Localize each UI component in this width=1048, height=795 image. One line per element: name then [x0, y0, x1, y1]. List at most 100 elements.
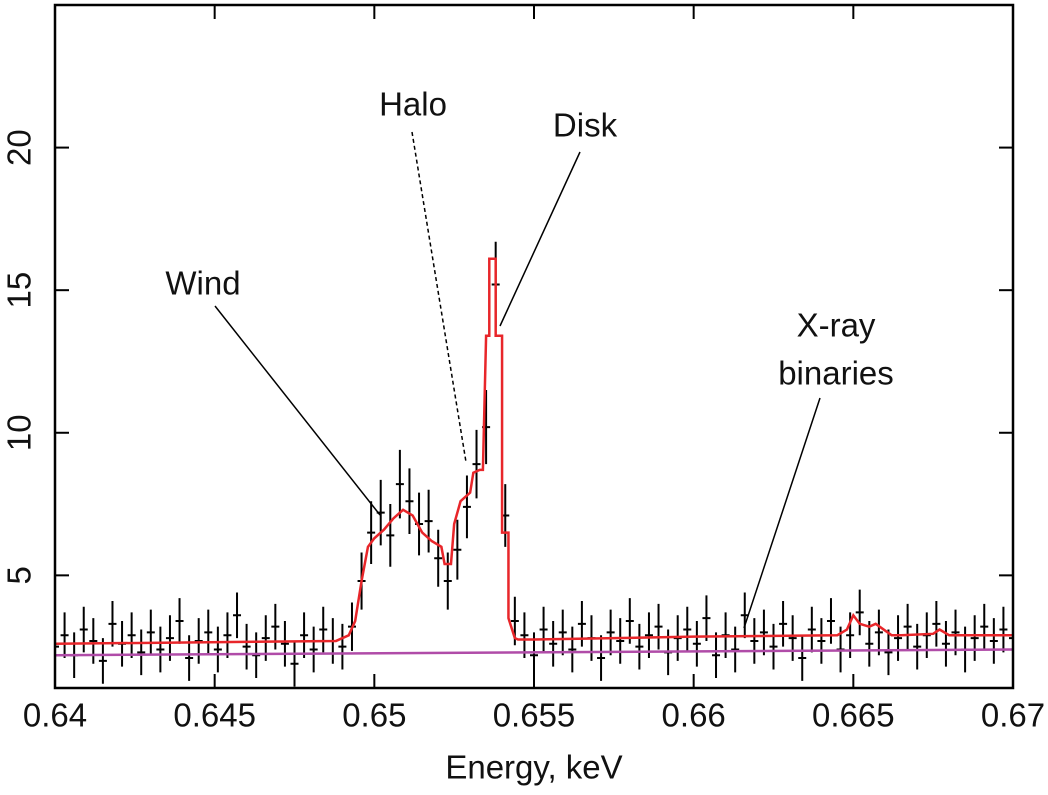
data-point — [204, 609, 213, 656]
data-point — [194, 618, 203, 664]
data-point — [702, 595, 711, 641]
data-point — [750, 618, 759, 664]
data-point — [798, 635, 807, 681]
data-point — [137, 629, 146, 676]
annotation-leader — [411, 131, 467, 463]
x-tick-label: 0.655 — [493, 697, 576, 734]
data-point — [213, 626, 222, 673]
data-point — [386, 504, 395, 567]
data-point — [453, 519, 462, 580]
data-point — [855, 589, 864, 636]
data-point — [712, 632, 721, 679]
data-point — [980, 603, 989, 650]
data-point — [156, 626, 165, 673]
data-point — [520, 612, 529, 659]
data-point — [434, 529, 443, 587]
data-point — [884, 629, 893, 676]
annotation-leader — [743, 397, 821, 629]
data-point — [233, 592, 242, 639]
x-tick-label: 0.66 — [662, 697, 726, 734]
data-point — [55, 623, 59, 670]
annotation: Wind — [165, 265, 240, 302]
y-tick-label: 5 — [1, 566, 38, 584]
data-point — [472, 429, 481, 499]
model-line — [55, 257, 1013, 646]
data-point — [616, 618, 625, 664]
data-point — [558, 609, 567, 656]
data-point — [894, 615, 903, 661]
data-point — [826, 598, 835, 644]
data-point — [338, 623, 347, 670]
data-point — [1009, 615, 1013, 661]
data-point — [568, 626, 577, 673]
annotation: Disk — [553, 107, 618, 144]
data-point — [319, 606, 328, 653]
x-tick-label: 0.64 — [23, 697, 87, 734]
data-point — [817, 618, 826, 664]
data-point — [127, 612, 136, 659]
x-tick-label: 0.67 — [981, 697, 1045, 734]
data-point — [146, 609, 155, 656]
data-point — [300, 612, 309, 659]
data-point — [913, 623, 922, 670]
data-point — [309, 626, 318, 673]
data-point — [60, 612, 69, 659]
x-tick-label: 0.65 — [342, 697, 406, 734]
data-point — [242, 623, 251, 670]
y-tick-label: 15 — [1, 272, 38, 309]
data-point — [731, 626, 740, 673]
data-point — [932, 601, 941, 647]
x-tick-label: 0.645 — [173, 697, 256, 734]
annotation-leader — [499, 151, 581, 327]
data-point — [290, 640, 299, 687]
data-point — [98, 638, 107, 684]
data-point — [443, 552, 452, 610]
data-point — [951, 609, 960, 656]
data-point — [865, 620, 874, 667]
annotation: binaries — [778, 355, 894, 392]
data-point — [683, 606, 692, 653]
data-point — [692, 620, 701, 667]
model-line — [55, 648, 1013, 657]
data-point — [367, 501, 376, 564]
plot-frame — [53, 3, 1015, 690]
data-point — [223, 612, 232, 659]
data-point — [989, 618, 998, 664]
data-point — [970, 615, 979, 661]
data-point — [874, 609, 883, 656]
data-point — [654, 603, 663, 650]
data-point — [903, 603, 912, 650]
data-point — [941, 620, 950, 667]
data-point — [635, 623, 644, 670]
x-axis-label: Energy, keV — [445, 749, 622, 786]
y-tick-label: 20 — [1, 129, 38, 166]
data-point — [79, 606, 88, 653]
data-point — [108, 601, 117, 647]
data-point — [779, 601, 788, 647]
data-point — [625, 598, 634, 644]
data-point — [462, 475, 471, 539]
plot-area — [55, 241, 1013, 687]
annotation-leader — [214, 305, 381, 516]
data-point — [788, 615, 797, 661]
data-point — [999, 606, 1008, 653]
data-point — [769, 623, 778, 670]
x-tick-label: 0.665 — [812, 697, 895, 734]
data-point — [89, 618, 98, 664]
data-point — [395, 449, 404, 519]
data-point — [280, 620, 289, 667]
data-point — [549, 620, 558, 667]
data-point — [606, 609, 615, 656]
data-point — [597, 635, 606, 681]
data-point — [405, 468, 414, 535]
data-point — [175, 598, 184, 644]
annotation: Halo — [379, 86, 447, 123]
data-point — [807, 606, 816, 653]
y-tick-label: 10 — [1, 414, 38, 451]
data-point — [424, 489, 433, 553]
annotation: X-ray — [797, 307, 876, 344]
data-point — [759, 609, 768, 656]
data-point — [539, 606, 548, 653]
